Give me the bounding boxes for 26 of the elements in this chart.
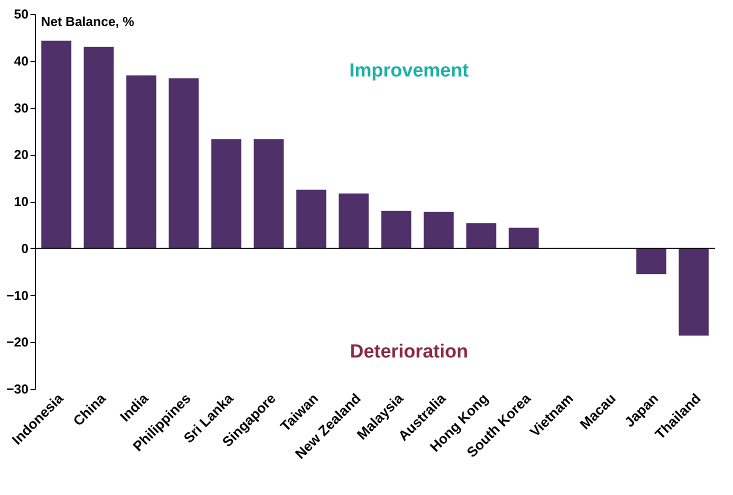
bar	[678, 248, 709, 336]
y-tick-label: −10	[6, 288, 28, 303]
bar	[126, 75, 156, 248]
bar	[84, 46, 114, 248]
bar	[338, 194, 369, 248]
bar	[636, 248, 666, 274]
annotation: Deterioration	[350, 342, 468, 362]
bar	[211, 139, 242, 248]
bar	[254, 139, 284, 248]
bar	[466, 223, 496, 248]
bar	[381, 210, 412, 248]
y-tick-label: −20	[6, 334, 28, 350]
y-axis-title: Net Balance, %	[41, 14, 135, 29]
bar	[168, 78, 199, 248]
y-tick-label: 40	[14, 53, 28, 68]
y-tick-label: 20	[14, 147, 28, 162]
y-tick-label: 50	[14, 6, 28, 22]
annotation: Improvement	[349, 60, 470, 82]
y-tick-label: −30	[6, 382, 28, 396]
y-tick-label: 30	[14, 100, 28, 116]
bar	[296, 190, 326, 248]
bar	[424, 212, 454, 248]
y-tick-label: 10	[14, 194, 28, 209]
bar	[41, 40, 72, 248]
bar	[508, 228, 539, 248]
y-tick-label: 0	[21, 240, 28, 256]
